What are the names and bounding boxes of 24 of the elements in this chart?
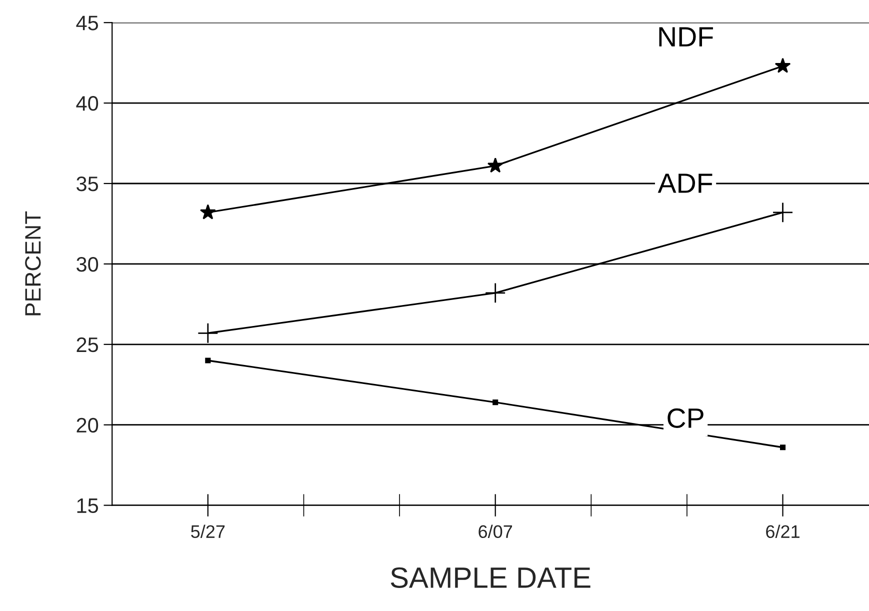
y-axis-title: PERCENT [25, 211, 41, 316]
point [205, 358, 211, 364]
y-tick-label: 30 [76, 256, 98, 272]
series-label: CP [668, 408, 704, 428]
point [484, 282, 506, 304]
y-tick-label: 15 [77, 498, 98, 514]
point [492, 400, 498, 406]
point [772, 202, 794, 223]
x-tick-label: 6/21 [766, 524, 800, 538]
series-label: ADF [658, 174, 712, 193]
point [197, 322, 218, 344]
y-tick-label: 35 [76, 176, 98, 192]
x-axis-title: SAMPLE DATE [390, 567, 590, 588]
x-tick-label: 5/27 [191, 524, 225, 538]
point [780, 444, 786, 450]
series-label: NDF [659, 27, 713, 46]
y-tick-label: 20 [76, 418, 98, 433]
point [487, 157, 504, 173]
y-tick-label: 45 [76, 16, 98, 30]
y-tick-label: 40 [76, 96, 98, 111]
x-tick-label: 6/07 [478, 524, 512, 538]
y-tick-label: 25 [76, 337, 98, 352]
point [200, 204, 216, 220]
point [774, 58, 791, 73]
